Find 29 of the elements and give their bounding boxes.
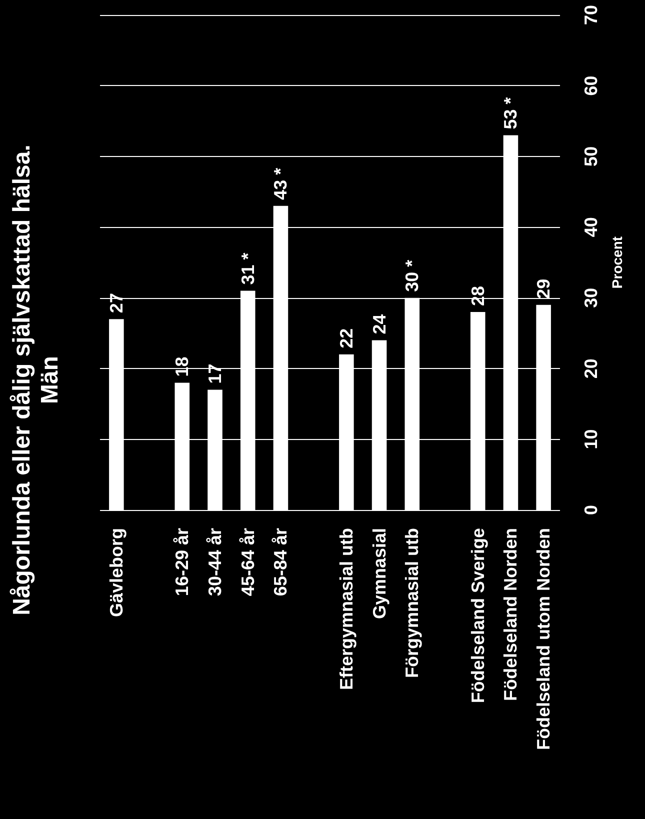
- y-tick-label: 10: [581, 429, 601, 450]
- y-tick-label: 70: [581, 4, 601, 26]
- text: Någorlunda eller dålig självskattad hälsa. Män: [8, 144, 64, 616]
- x-tick-label: Eftergymnasial utb: [336, 528, 356, 690]
- x-tick-label: 65-84 år: [270, 528, 291, 596]
- y-tick-label: 0: [581, 504, 601, 516]
- data-label: 24: [369, 314, 390, 334]
- x-tick-label: Födelseland Sverige: [468, 528, 488, 704]
- x-tick-label: Gymnasial: [369, 528, 390, 620]
- data-label: 31 *: [238, 252, 258, 285]
- x-tick-label: 30-44 år: [205, 528, 225, 596]
- data-label: 29: [534, 278, 554, 299]
- x-tick-label: Födelseland utom Norden: [534, 528, 554, 750]
- data-label: 53 *: [500, 97, 521, 130]
- x-tick-label: Gävleborg: [106, 528, 126, 618]
- y-tick-label: 30: [581, 288, 601, 308]
- x-tick-label: 16-29 år: [172, 528, 192, 596]
- y-tick-label: 20: [581, 358, 601, 379]
- x-tick-label: Förgymnasial utb: [402, 528, 422, 678]
- y-axis-title: Procent: [609, 236, 625, 289]
- data-label: 30 *: [402, 260, 422, 292]
- x-tick-label: 45-64 år: [238, 528, 258, 596]
- y-tick-label: 40: [581, 217, 601, 238]
- data-label: 43 *: [270, 168, 291, 200]
- data-label: 18: [172, 356, 192, 377]
- y-tick-label: 60: [581, 76, 601, 96]
- data-label: 22: [336, 328, 356, 348]
- y-tick-label: 50: [581, 146, 601, 166]
- x-tick-label: Födelseland Norden: [500, 528, 521, 702]
